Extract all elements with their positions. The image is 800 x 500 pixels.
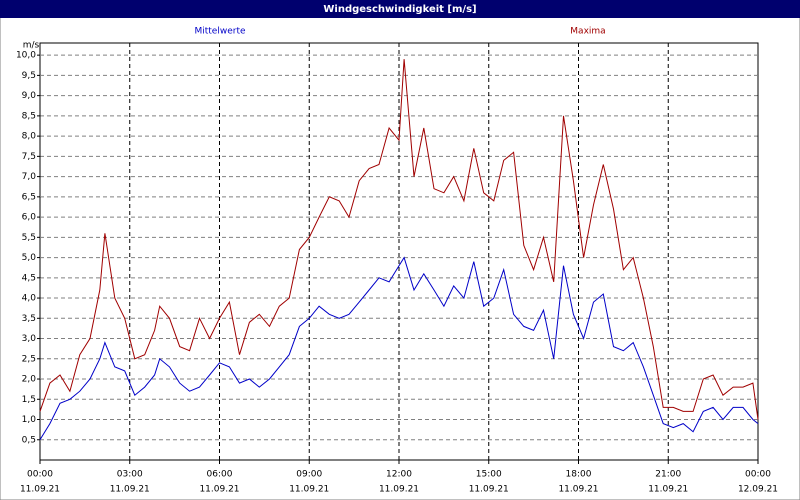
x-tick-label: 06:00	[207, 470, 233, 480]
y-tick-label: 6,5	[22, 192, 36, 202]
x-tick-date: 11.09.21	[20, 485, 60, 495]
y-tick-label: 7,0	[22, 172, 37, 182]
y-tick-label: 7,5	[22, 152, 36, 162]
y-tick-label: 8,0	[22, 132, 37, 142]
x-tick-label: 15:00	[476, 470, 502, 480]
y-tick-label: 2,5	[22, 354, 36, 364]
x-tick-label: 18:00	[566, 470, 592, 480]
x-tick-label: 00:00	[745, 470, 771, 480]
y-tick-label: 4,5	[22, 273, 36, 283]
legend-label: Mittelwerte	[194, 27, 245, 37]
title-bar	[0, 0, 800, 18]
x-tick-date: 11.09.21	[379, 485, 419, 495]
x-tick-date: 11.09.21	[110, 485, 150, 495]
y-tick-label: 6,0	[22, 213, 37, 223]
series-line	[39, 256, 759, 441]
y-tick-label: 9,0	[22, 91, 37, 101]
y-tick-label: 1,0	[22, 415, 37, 425]
y-tick-label: 0,5	[22, 435, 36, 445]
y-tick-label: 1,5	[22, 395, 36, 405]
series-line	[39, 59, 759, 420]
x-tick-date: 11.09.21	[289, 485, 329, 495]
x-tick-label: 12:00	[386, 470, 412, 480]
x-tick-date: 12.09.21	[738, 485, 778, 495]
y-tick-label: 10,0	[16, 51, 36, 61]
x-tick-label: 00:00	[27, 470, 53, 480]
x-tick-date: 11.09.21	[558, 485, 598, 495]
y-tick-label: 5,0	[22, 253, 37, 263]
y-tick-label: 9,5	[22, 71, 36, 81]
y-tick-label: 2,0	[22, 375, 37, 385]
chart-title: Windgeschwindigkeit [m/s]	[323, 4, 476, 15]
x-tick-date: 11.09.21	[199, 485, 239, 495]
y-tick-label: 3,5	[22, 314, 36, 324]
x-tick-date: 11.09.21	[469, 485, 509, 495]
plot-area	[39, 42, 759, 461]
x-tick-label: 09:00	[296, 470, 322, 480]
y-tick-label: 8,5	[22, 111, 36, 121]
x-tick-label: 21:00	[655, 470, 681, 480]
y-tick-label: 4,0	[22, 294, 37, 304]
x-tick-date: 11.09.21	[648, 485, 688, 495]
x-tick-label: 03:00	[117, 470, 143, 480]
y-tick-label: 3,0	[22, 334, 37, 344]
y-tick-label: 5,5	[22, 233, 36, 243]
legend-label: Maxima	[570, 27, 605, 37]
y-axis-label: m/s	[23, 41, 40, 51]
